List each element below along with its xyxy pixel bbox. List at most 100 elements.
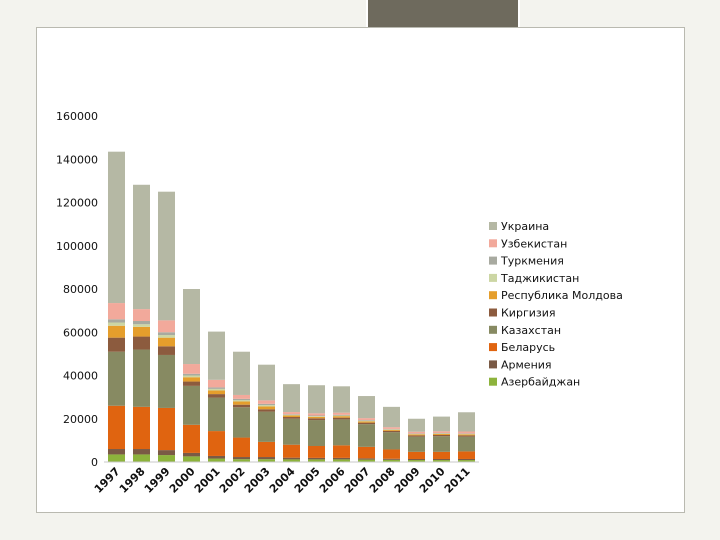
bar-segment-4 <box>108 337 125 352</box>
x-tick-label: 2004 <box>267 465 298 496</box>
y-tick-label: 120000 <box>56 197 98 210</box>
bar-segment-0 <box>383 459 400 462</box>
y-axis: 0 20000 40000 60000 80000 100000 120000 140000 1… <box>56 110 98 469</box>
legend-swatch <box>489 343 497 352</box>
y-tick-label: 60000 <box>63 326 98 339</box>
bar-segment-3 <box>208 397 225 432</box>
y-tick-label: 160000 <box>56 110 98 123</box>
bar-segment-9 <box>183 289 200 365</box>
bar-segment-0 <box>408 460 425 462</box>
bar-segment-1 <box>208 455 225 459</box>
bar-segment-2 <box>358 446 375 459</box>
bar-segment-2 <box>408 451 425 459</box>
x-tick-label: 2001 <box>192 465 223 496</box>
bar-segment-7 <box>333 414 350 416</box>
x-tick-label: 2006 <box>317 465 348 496</box>
bar-segment-4 <box>233 404 250 408</box>
bar-segment-5 <box>458 434 475 436</box>
bar-segment-1 <box>383 458 400 460</box>
bar-segment-7 <box>158 332 175 336</box>
bar-segment-5 <box>408 434 425 436</box>
bar-segment-8 <box>383 427 400 429</box>
bar-segment-3 <box>308 420 325 446</box>
y-tick-label: 140000 <box>56 153 98 166</box>
x-tick-label: 2007 <box>342 465 373 496</box>
bar-segment-9 <box>358 396 375 419</box>
bar-segment-3 <box>383 432 400 450</box>
bar-segment-2 <box>283 444 300 458</box>
bar-segment-6 <box>183 375 200 378</box>
bar-segment-9 <box>408 418 425 432</box>
bar-segment-4 <box>358 422 375 425</box>
bar-stack-2001 <box>208 331 225 462</box>
bar-segment-1 <box>283 457 300 460</box>
legend-swatch <box>489 256 497 265</box>
bar-segment-3 <box>458 436 475 452</box>
y-tick-label: 100000 <box>56 240 98 253</box>
bar-segment-8 <box>458 431 475 434</box>
bar-segment-6 <box>358 420 375 422</box>
legend-label: Украина <box>501 220 549 233</box>
bar-segment-8 <box>258 400 275 404</box>
bar-segment-8 <box>408 431 425 434</box>
bar-segment-1 <box>408 458 425 461</box>
bar-stack-2002 <box>233 351 250 462</box>
y-tick-label: 0 <box>91 456 98 469</box>
bar-segment-6 <box>233 400 250 402</box>
bar-segment-2 <box>108 405 125 450</box>
bar-segment-2 <box>158 407 175 451</box>
bar-segment-7 <box>183 373 200 376</box>
bar-segment-3 <box>283 418 300 445</box>
bar-stack-2003 <box>258 364 275 462</box>
legend-label: Туркмения <box>500 255 564 268</box>
bar-stack-2011 <box>458 412 475 462</box>
bar-segment-4 <box>408 435 425 437</box>
bar-segment-0 <box>283 459 300 462</box>
x-tick-label: 2008 <box>367 465 398 496</box>
legend-swatch <box>489 273 497 282</box>
legend-label: Беларусь <box>501 341 555 354</box>
bar-segment-0 <box>308 459 325 462</box>
bar-segment-0 <box>208 458 225 462</box>
x-tick-label: 1999 <box>142 465 173 496</box>
bar-segment-0 <box>183 456 200 462</box>
bar-segment-5 <box>183 377 200 382</box>
bar-segment-8 <box>358 418 375 421</box>
x-tick-label: 2000 <box>167 465 198 496</box>
bar-segment-1 <box>183 452 200 457</box>
bar-segment-0 <box>333 459 350 462</box>
bar-segment-4 <box>208 394 225 398</box>
bar-segment-2 <box>308 446 325 458</box>
bar-segment-9 <box>108 151 125 304</box>
bar-segment-5 <box>133 326 150 337</box>
bar-segment-8 <box>233 394 250 399</box>
legend-swatch <box>489 239 497 248</box>
bar-segment-2 <box>433 451 450 459</box>
bar-segment-2 <box>458 451 475 459</box>
bar-segment-8 <box>133 309 150 321</box>
bar-segment-4 <box>458 435 475 437</box>
bar-segment-2 <box>383 449 400 459</box>
y-tick-label: 80000 <box>63 283 98 296</box>
bar-segment-0 <box>458 460 475 462</box>
bar-segment-3 <box>183 385 200 425</box>
x-tick-label: 1997 <box>92 465 123 496</box>
bar-segment-7 <box>133 321 150 325</box>
bar-segment-5 <box>233 401 250 405</box>
bar-segment-1 <box>433 458 450 461</box>
bar-segment-3 <box>358 424 375 447</box>
bar-stack-2007 <box>358 396 375 462</box>
x-tick-label: 2009 <box>392 465 423 496</box>
bar-segment-4 <box>258 409 275 412</box>
legend-label: Армения <box>501 358 552 371</box>
bar-segment-2 <box>258 441 275 458</box>
bar-segment-0 <box>258 459 275 462</box>
bar-segment-6 <box>158 335 175 338</box>
bar-segment-5 <box>383 429 400 431</box>
bar-segment-3 <box>408 436 425 452</box>
bar-segment-1 <box>358 458 375 460</box>
bar-segment-7 <box>258 403 275 406</box>
bar-segment-1 <box>308 457 325 460</box>
bar-segment-9 <box>458 412 475 432</box>
bar-segment-6 <box>133 324 150 327</box>
